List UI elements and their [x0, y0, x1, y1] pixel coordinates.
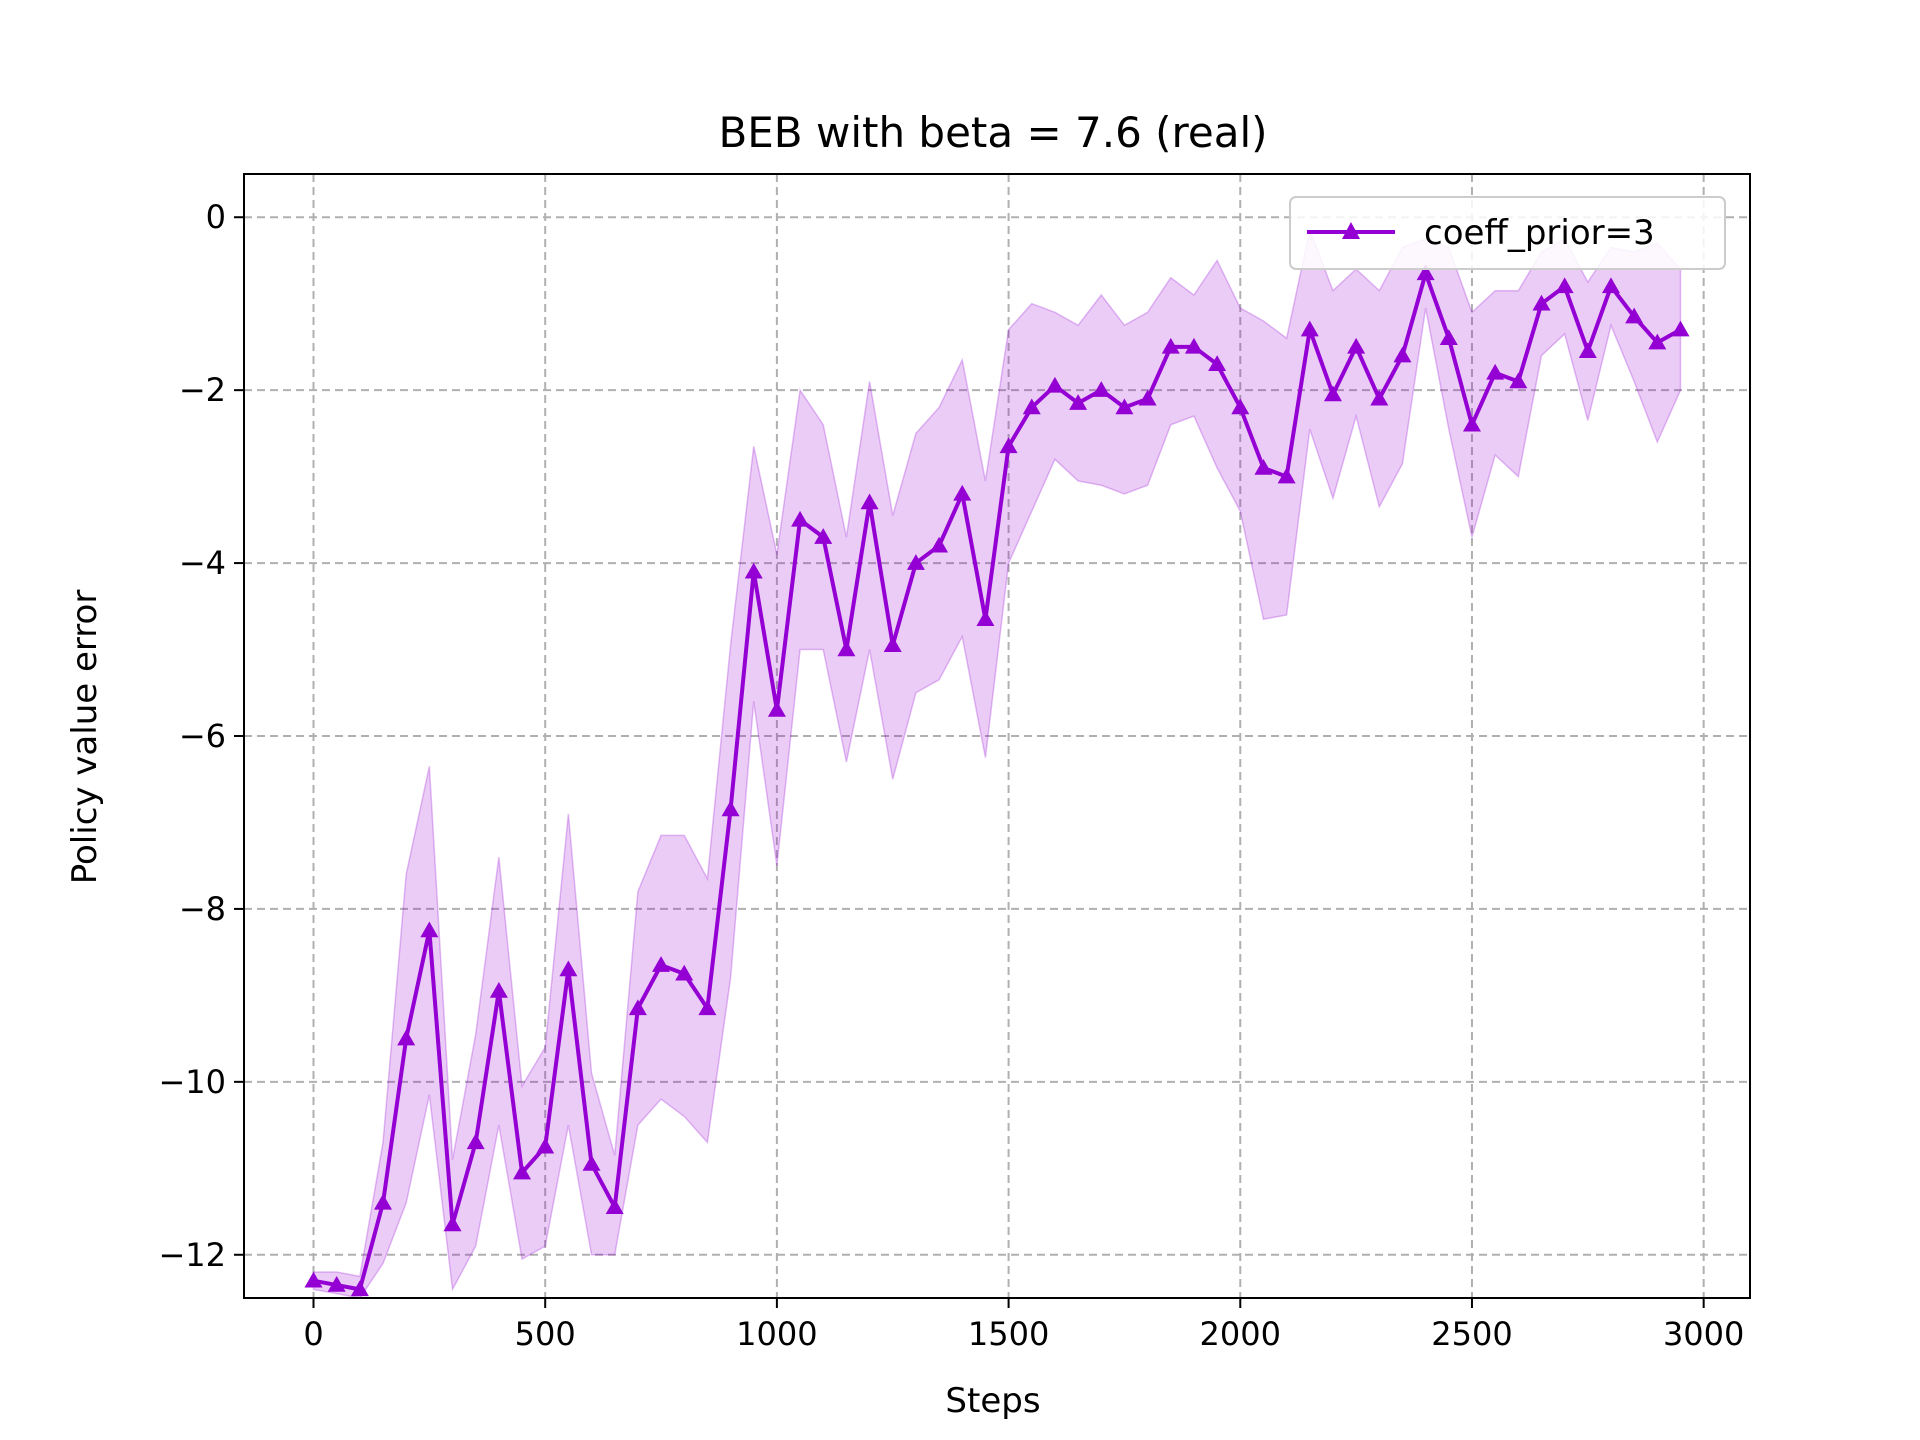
data-point-marker — [1115, 398, 1134, 415]
data-point-marker — [744, 562, 763, 579]
data-point-marker — [860, 493, 879, 510]
data-point-marker — [791, 510, 810, 527]
data-point-marker — [767, 701, 786, 717]
data-point-marker — [327, 1276, 346, 1292]
data-point-marker — [652, 956, 671, 972]
data-point-marker — [420, 921, 439, 938]
x-ticks: 0 500 1000 1500 2000 2500 3000 — [303, 1298, 1744, 1353]
data-point-marker — [559, 960, 578, 977]
data-point-marker — [837, 640, 856, 657]
x-tick-label: 2000 — [1200, 1315, 1281, 1353]
data-point-marker — [466, 1133, 485, 1150]
data-point-marker — [906, 554, 925, 570]
data-point-marker — [605, 1198, 624, 1214]
y-tick-label: −8 — [179, 890, 226, 928]
legend-triangle-marker-icon — [1342, 222, 1360, 239]
x-tick-label: 1500 — [968, 1315, 1049, 1353]
legend: coeff_prior=3 — [1289, 196, 1726, 270]
data-point-marker — [675, 964, 694, 981]
data-point-marker — [304, 1271, 323, 1288]
data-point-marker — [1462, 415, 1481, 432]
y-tick-label: −6 — [179, 717, 226, 755]
confidence-band-layer — [312, 227, 1682, 1299]
data-point-marker — [1439, 329, 1458, 346]
legend-box — [1289, 196, 1726, 270]
confidence-band — [312, 227, 1682, 1299]
y-tick-label: −10 — [158, 1063, 226, 1101]
data-point-marker — [628, 999, 647, 1016]
data-point-marker — [489, 982, 508, 998]
data-point-marker — [1393, 346, 1412, 363]
data-point-marker — [999, 437, 1018, 454]
data-point-marker — [1069, 394, 1088, 410]
data-point-marker — [1416, 264, 1435, 281]
grid — [244, 174, 1750, 1298]
data-point-marker — [397, 1029, 416, 1046]
data-point-marker — [1208, 355, 1227, 371]
data-point-marker — [1323, 385, 1342, 402]
y-tick-label: −2 — [179, 371, 226, 409]
data-point-marker — [1300, 320, 1319, 337]
data-point-marker — [930, 536, 949, 553]
data-point-marker — [513, 1163, 532, 1180]
y-tick-label: −4 — [179, 544, 226, 582]
data-point-marker — [1022, 398, 1041, 415]
data-point-marker — [1138, 389, 1157, 406]
x-tick-label: 1000 — [736, 1315, 817, 1353]
x-tick-label: 0 — [303, 1315, 323, 1353]
data-point-marker — [536, 1137, 555, 1154]
data-point-marker — [1578, 342, 1597, 358]
chart-title: BEB with beta = 7.6 (real) — [718, 108, 1267, 157]
data-point-marker — [1509, 372, 1528, 389]
data-point-marker — [1277, 467, 1296, 484]
x-tick-label: 3000 — [1663, 1315, 1744, 1353]
data-point-marker — [1231, 398, 1250, 415]
legend-entry-label: coeff_prior=3 — [1424, 213, 1655, 253]
data-point-marker — [1254, 458, 1273, 475]
data-point-marker — [698, 999, 717, 1016]
data-point-marker — [953, 484, 972, 501]
x-tick-label: 2500 — [1431, 1315, 1512, 1353]
x-tick-label: 500 — [515, 1315, 576, 1353]
series-marker-layer — [304, 264, 1690, 1297]
data-point-marker — [1532, 294, 1551, 311]
data-point-marker — [1370, 389, 1389, 406]
y-axis-label: Policy value error — [65, 590, 105, 885]
data-point-marker — [1648, 333, 1667, 350]
y-tick-label: 0 — [206, 198, 226, 236]
y-tick-label: −12 — [158, 1236, 226, 1274]
data-point-marker — [1671, 320, 1690, 337]
data-point-marker — [883, 636, 902, 652]
data-point-marker — [1045, 376, 1064, 393]
data-point-marker — [1555, 277, 1574, 294]
data-point-marker — [443, 1215, 462, 1232]
data-point-marker — [1347, 337, 1366, 354]
y-ticks: 0 −2 −4 −6 −8 −10 −12 — [158, 198, 244, 1274]
x-axis-label: Steps — [945, 1381, 1040, 1421]
data-point-marker — [1486, 363, 1505, 380]
data-point-marker — [814, 528, 833, 544]
data-point-marker — [350, 1280, 369, 1297]
data-point-marker — [374, 1193, 393, 1210]
data-point-marker — [1601, 277, 1620, 294]
data-point-marker — [582, 1154, 601, 1171]
data-point-marker — [976, 610, 995, 627]
data-point-marker — [1092, 381, 1111, 397]
data-point-marker — [1161, 337, 1180, 354]
data-point-marker — [721, 800, 740, 817]
data-point-marker — [1184, 337, 1203, 354]
data-point-marker — [1625, 307, 1644, 324]
